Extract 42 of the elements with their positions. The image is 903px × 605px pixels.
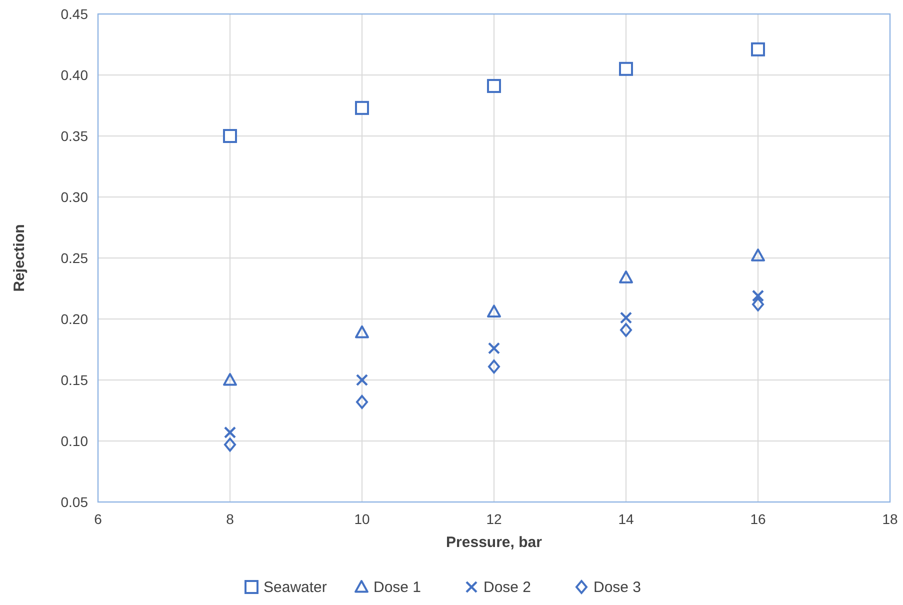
y-tick-label: 0.10	[60, 433, 88, 449]
y-tick-label: 0.30	[60, 189, 88, 205]
x-axis-title: Pressure, bar	[446, 534, 542, 551]
point	[751, 248, 765, 262]
legend-label: Dose 3	[594, 579, 642, 596]
legend-label: Dose 2	[484, 579, 532, 596]
point	[752, 290, 764, 302]
y-tick-label: 0.05	[60, 494, 88, 510]
point	[752, 297, 764, 312]
point	[751, 42, 765, 56]
x-tick-label: 6	[94, 511, 102, 527]
point	[223, 129, 237, 143]
point	[619, 270, 633, 284]
point	[356, 374, 368, 386]
x-tick-label: 14	[618, 511, 634, 527]
point	[224, 438, 236, 452]
point	[487, 78, 501, 93]
x-tick-label: 18	[882, 511, 898, 527]
y-tick-label: 0.35	[60, 128, 88, 144]
legend-label: Dose 1	[374, 579, 422, 596]
y-tick-label: 0.15	[60, 372, 88, 388]
y-tick-label: 0.40	[60, 67, 88, 83]
point	[488, 360, 500, 374]
point	[355, 325, 369, 338]
point	[619, 62, 633, 76]
y-tick-label: 0.45	[60, 6, 88, 22]
point	[620, 312, 632, 324]
point	[223, 373, 237, 386]
x-tick-label: 10	[354, 511, 370, 527]
point	[487, 304, 501, 318]
y-tick-label: 0.20	[60, 311, 88, 327]
point	[224, 426, 236, 439]
point	[355, 100, 369, 115]
x-tick-label: 12	[486, 511, 502, 527]
point	[620, 322, 632, 337]
y-tick-label: 0.25	[60, 250, 88, 266]
point	[356, 394, 368, 409]
point	[488, 342, 500, 354]
y-axis-title: Rejection	[11, 224, 28, 292]
x-tick-label: 8	[226, 511, 234, 527]
legend-label: Seawater	[264, 579, 327, 596]
x-tick-label: 16	[750, 511, 766, 527]
